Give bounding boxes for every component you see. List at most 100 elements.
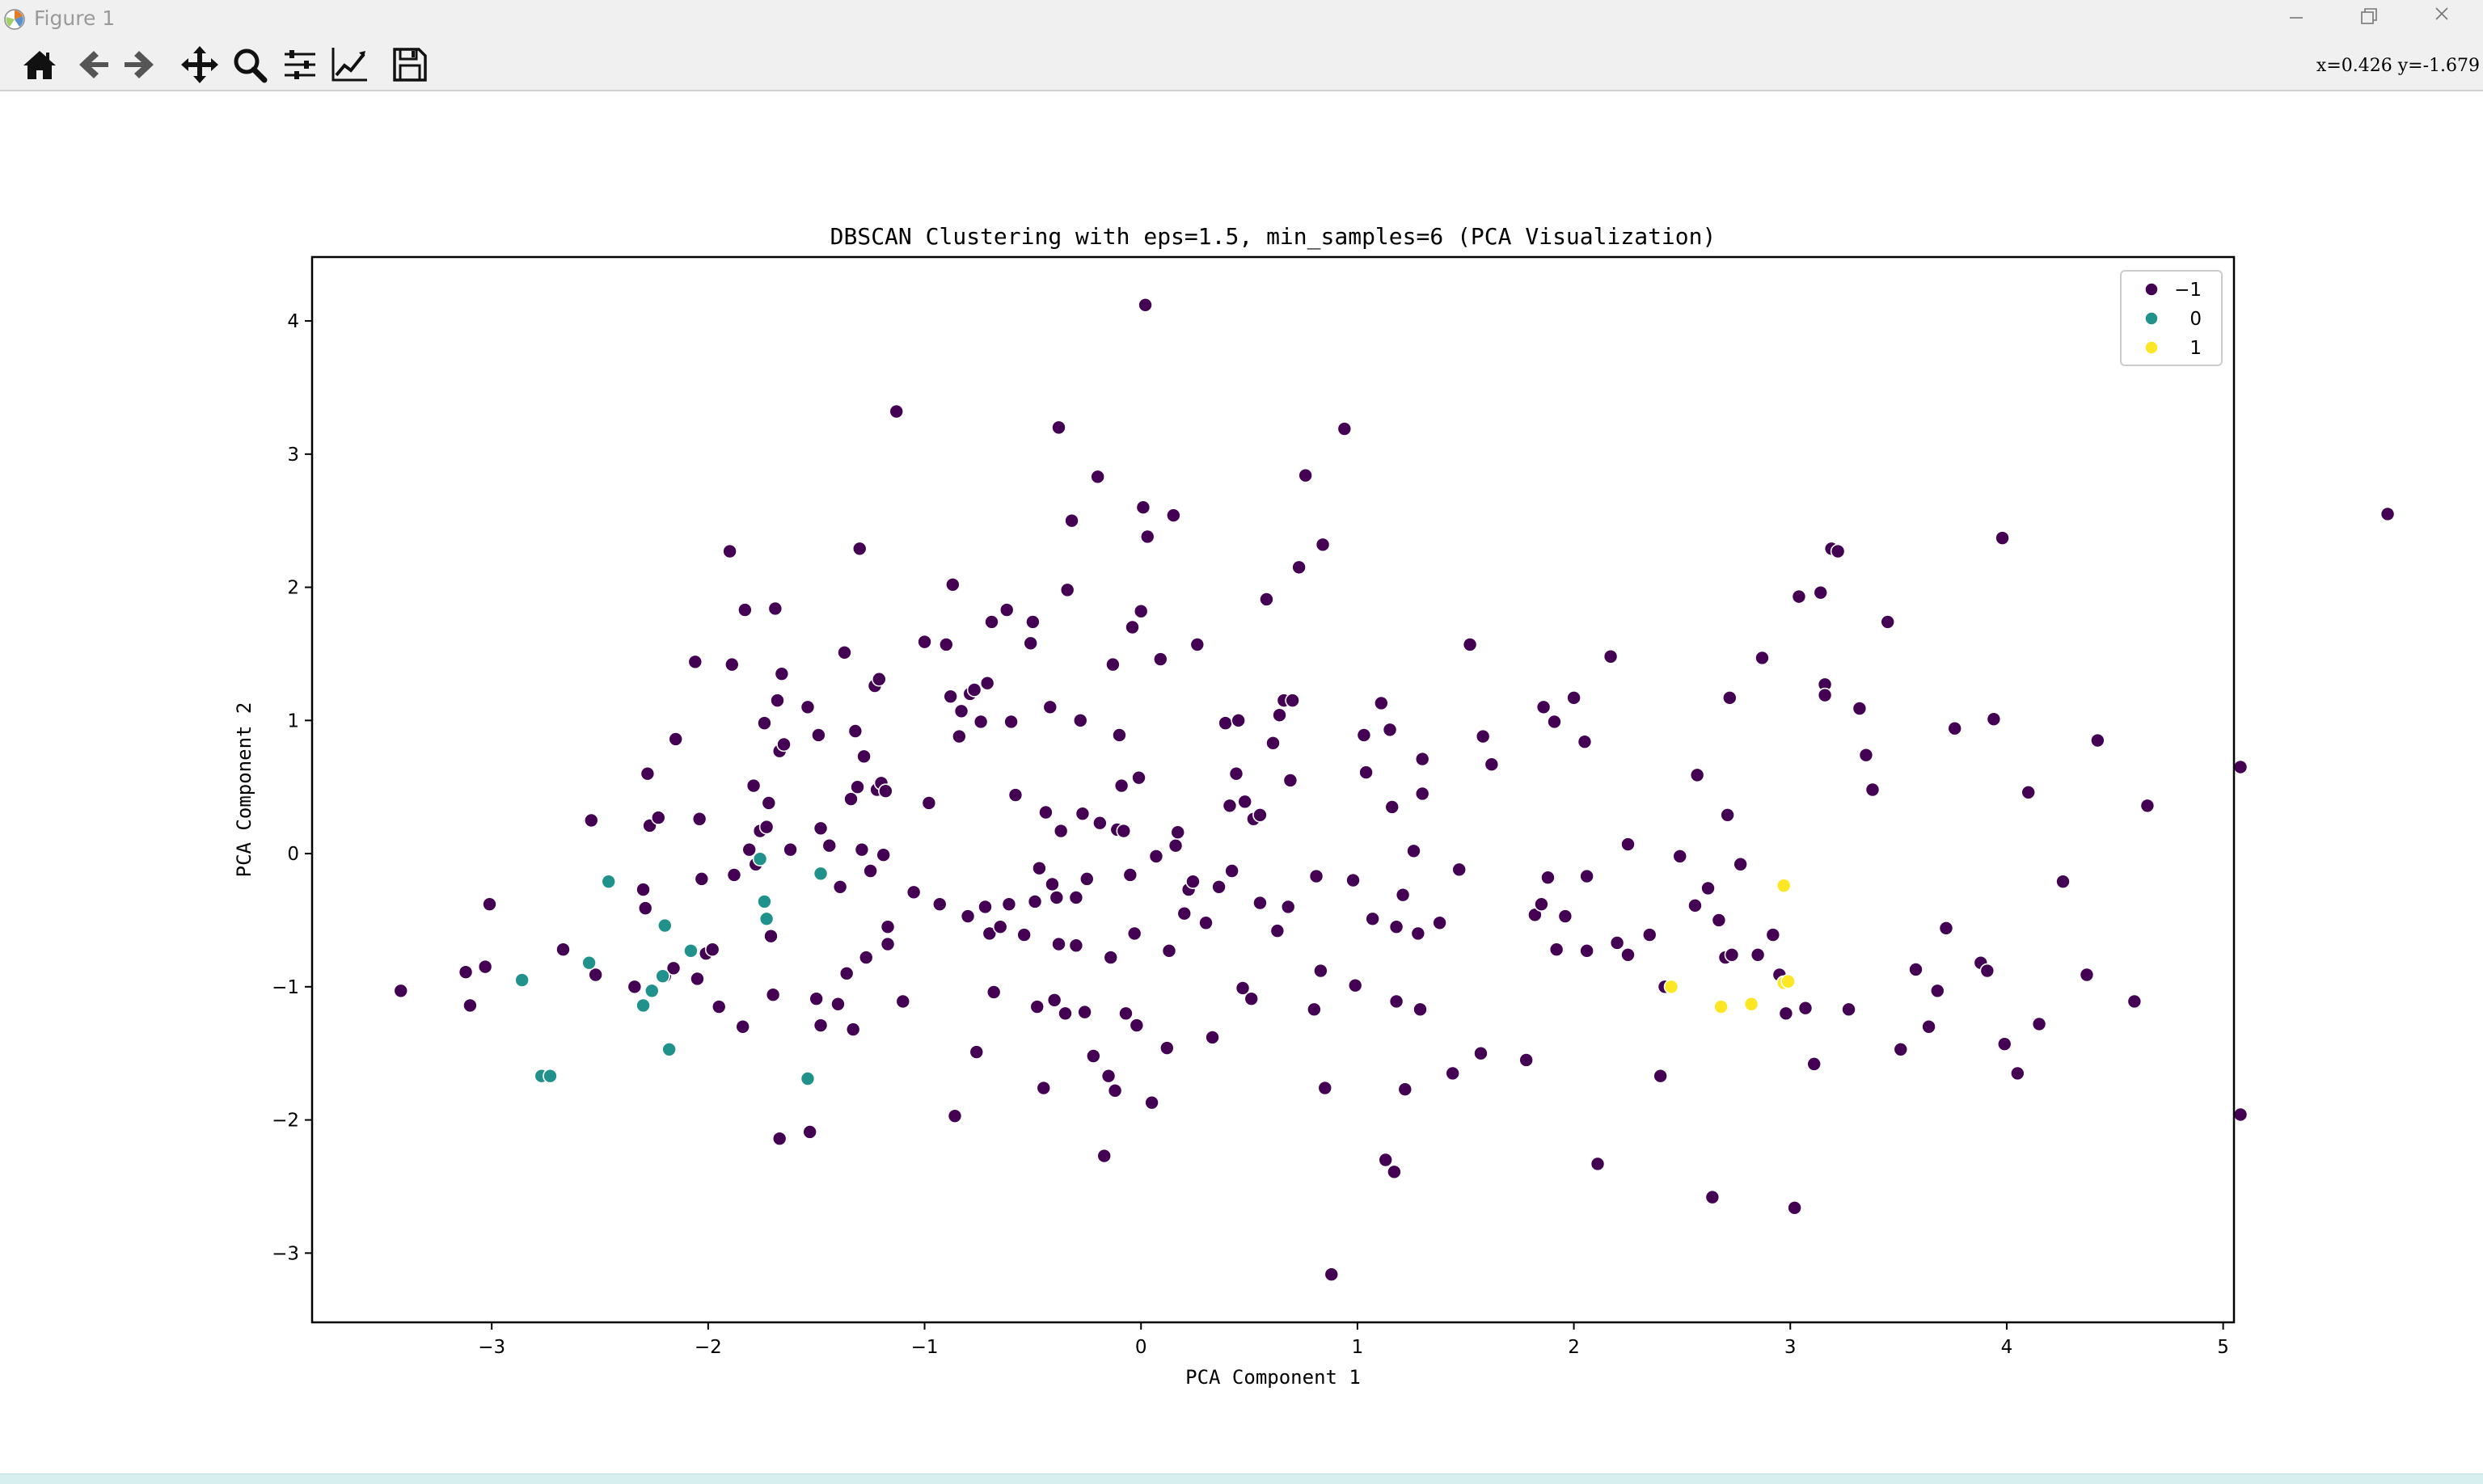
data-point-cluster--1[interactable] [763,928,779,944]
data-point-cluster-0[interactable] [644,983,660,999]
data-point-cluster--1[interactable] [1445,1065,1460,1081]
data-point-cluster--1[interactable] [1045,876,1060,892]
data-point-cluster--1[interactable] [1291,559,1307,575]
data-point-cluster--1[interactable] [1103,950,1119,965]
data-point-cluster--1[interactable] [1579,943,1594,959]
scatter-plot[interactable]: DBSCAN Clustering with eps=1.5, min_samp… [0,91,2483,1473]
data-point-cluster--1[interactable] [1473,1045,1489,1061]
data-point-cluster--1[interactable] [761,795,777,811]
data-point-cluster--1[interactable] [1027,894,1043,909]
data-point-cluster--1[interactable] [1053,823,1069,839]
data-point-cluster--1[interactable] [1653,1068,1668,1084]
data-point-cluster--1[interactable] [1388,919,1404,934]
data-point-cluster--1[interactable] [1620,946,1636,963]
data-point-cluster--1[interactable] [1118,1005,1134,1022]
data-point-cluster--1[interactable] [1317,1080,1333,1096]
data-point-cluster--1[interactable] [627,979,643,995]
data-point-cluster--1[interactable] [1787,1200,1802,1216]
data-point-cluster--1[interactable] [939,637,954,652]
data-point-cluster--1[interactable] [1365,911,1380,927]
data-point-cluster-0[interactable] [752,851,768,866]
data-point-cluster--1[interactable] [1064,512,1079,529]
data-point-cluster--1[interactable] [1161,943,1177,959]
data-point-cluster--1[interactable] [1378,1152,1393,1168]
data-point-cluster--1[interactable] [802,1124,817,1140]
data-point-cluster--1[interactable] [1135,500,1151,516]
data-point-cluster--1[interactable] [1406,843,1421,859]
data-point-cluster--1[interactable] [1032,860,1047,876]
data-point-cluster--1[interactable] [1797,1000,1814,1016]
data-point-cluster--1[interactable] [906,884,922,900]
minimize-button[interactable] [2257,0,2332,38]
data-point-cluster--1[interactable] [850,779,865,795]
data-point-cluster--1[interactable] [945,576,961,592]
data-point-cluster--1[interactable] [856,748,872,765]
data-point-cluster--1[interactable] [811,727,826,743]
data-point-cluster--1[interactable] [1023,635,1038,651]
data-point-cluster--1[interactable] [1566,690,1581,706]
data-point-cluster--1[interactable] [982,925,998,942]
data-point-cluster--1[interactable] [1112,727,1127,743]
data-point-cluster--1[interactable] [1001,896,1017,912]
data-point-cluster--1[interactable] [872,671,887,687]
data-point-cluster--1[interactable] [838,966,855,981]
data-point-cluster--1[interactable] [1672,849,1688,864]
data-point-cluster--1[interactable] [1166,508,1181,523]
data-point-cluster--1[interactable] [1228,765,1244,782]
data-point-cluster--1[interactable] [2055,874,2071,889]
data-point-cluster--1[interactable] [1841,1001,1856,1018]
data-point-cluster--1[interactable] [1126,925,1142,942]
data-point-cluster--1[interactable] [1557,909,1573,924]
data-point-cluster--1[interactable] [1189,637,1206,652]
data-point-cluster--1[interactable] [847,723,864,739]
data-point-cluster--1[interactable] [1116,823,1132,839]
data-point-cluster--1[interactable] [854,841,870,858]
data-point-cluster-1[interactable] [1780,973,1796,989]
data-point-cluster--1[interactable] [1395,887,1411,903]
data-point-cluster--1[interactable] [771,1131,788,1146]
data-point-cluster--1[interactable] [1125,619,1140,635]
data-point-cluster--1[interactable] [1252,895,1268,911]
data-point-cluster--1[interactable] [462,997,478,1014]
data-point-cluster--1[interactable] [1620,837,1636,852]
data-point-cluster--1[interactable] [880,936,896,952]
data-point-cluster--1[interactable] [1058,1005,1073,1022]
data-point-cluster--1[interactable] [1007,787,1024,803]
data-point-cluster--1[interactable] [1148,849,1164,864]
data-point-cluster--1[interactable] [1337,421,1353,436]
data-point-cluster-0[interactable] [800,1071,816,1086]
data-point-cluster--1[interactable] [1096,1148,1113,1164]
data-point-cluster--1[interactable] [1272,707,1287,723]
data-point-cluster--1[interactable] [1042,699,1058,715]
data-point-cluster--1[interactable] [1122,867,1138,883]
data-point-cluster--1[interactable] [1577,734,1593,749]
data-point-cluster--1[interactable] [758,819,775,835]
data-point-cluster--1[interactable] [687,654,703,670]
data-point-cluster--1[interactable] [1144,1094,1159,1111]
data-point-cluster--1[interactable] [2232,1107,2249,1123]
data-point-cluster--1[interactable] [765,987,781,1003]
back-button[interactable] [70,43,113,85]
data-point-cluster--1[interactable] [1059,582,1075,598]
data-point-cluster--1[interactable] [1387,1164,1402,1180]
data-point-cluster--1[interactable] [770,693,785,708]
data-point-cluster--1[interactable] [851,541,868,557]
data-point-cluster--1[interactable] [1750,946,1766,963]
data-point-cluster--1[interactable] [1237,794,1253,810]
data-point-cluster-0[interactable] [655,968,670,984]
data-point-cluster--1[interactable] [966,682,982,698]
data-point-cluster--1[interactable] [1244,991,1260,1006]
data-point-cluster--1[interactable] [947,1108,963,1124]
data-point-cluster--1[interactable] [1689,767,1705,783]
data-point-cluster--1[interactable] [1131,769,1146,786]
data-point-cluster--1[interactable] [1265,736,1281,751]
data-point-cluster--1[interactable] [943,689,958,704]
data-point-cluster--1[interactable] [2010,1065,2025,1081]
data-point-cluster--1[interactable] [1285,693,1300,708]
data-point-cluster--1[interactable] [1003,714,1019,730]
data-point-cluster--1[interactable] [1315,537,1331,553]
data-point-cluster-1[interactable] [1776,878,1792,893]
data-point-cluster--1[interactable] [1068,938,1084,954]
data-point-cluster--1[interactable] [1609,935,1625,951]
data-point-cluster--1[interactable] [767,601,783,617]
